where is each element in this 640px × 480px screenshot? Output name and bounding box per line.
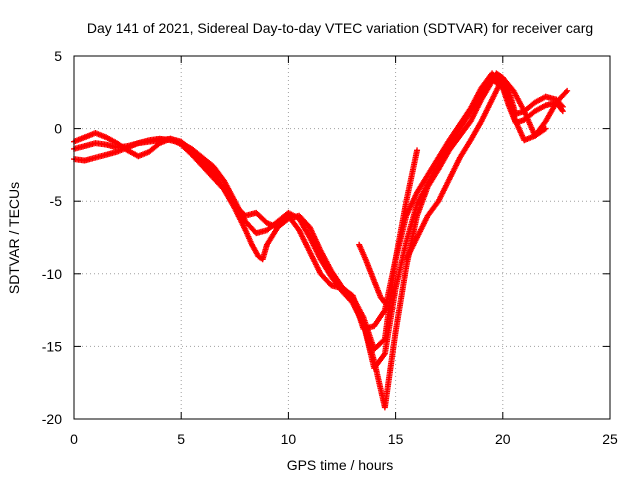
y-axis-ticks: -20 -15 -10 -5 0 5 (42, 48, 610, 427)
series-5 (403, 74, 571, 263)
y-tick-label: 0 (54, 121, 62, 137)
data-point (562, 89, 569, 96)
plot-frame (73, 55, 611, 420)
data-points (71, 70, 571, 411)
series-2 (71, 70, 549, 353)
x-tick-label: 10 (281, 431, 297, 447)
data-point (381, 298, 388, 305)
series-1 (71, 76, 566, 372)
y-tick-label: -5 (50, 193, 63, 209)
y-tick-label: 5 (54, 48, 62, 64)
series-4 (356, 241, 388, 306)
data-point (564, 87, 571, 94)
x-tick-label: 5 (177, 431, 185, 447)
data-point (414, 147, 421, 154)
x-axis-title: GPS time / hours (287, 457, 394, 473)
y-tick-label: -20 (42, 411, 62, 427)
x-tick-label: 20 (495, 431, 511, 447)
x-tick-label: 25 (602, 431, 618, 447)
series-3 (339, 147, 421, 332)
y-tick-label: -10 (42, 266, 62, 282)
y-tick-label: -15 (42, 338, 62, 354)
grid (74, 56, 610, 419)
data-point (558, 106, 565, 113)
x-axis-ticks: 0 5 10 15 20 25 (70, 56, 618, 447)
data-point (559, 108, 566, 115)
x-tick-label: 0 (70, 431, 78, 447)
y-axis-title: SDTVAR / TECUs (6, 182, 22, 294)
x-tick-label: 15 (388, 431, 404, 447)
data-point (381, 299, 388, 306)
chart-title: Day 141 of 2021, Sidereal Day-to-day VTE… (87, 20, 593, 36)
